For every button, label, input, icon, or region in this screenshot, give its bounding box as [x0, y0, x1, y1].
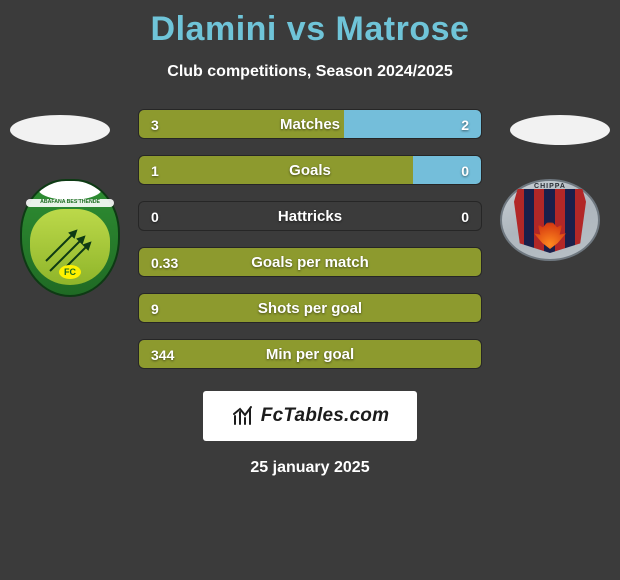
stat-label: Matches — [139, 110, 481, 138]
club-badge-left: ABAFANA BES'THENDE FC — [20, 179, 120, 297]
fctables-logo-icon — [231, 404, 255, 428]
stats-container: 32Matches 10Goals 00Hattricks 0.33Goals per… — [138, 109, 482, 369]
stat-label: Goals per match — [139, 248, 481, 276]
stat-row: 32Matches — [138, 109, 482, 139]
player-photo-right-placeholder — [510, 115, 610, 145]
stat-label: Hattricks — [139, 202, 481, 230]
player-photo-left-placeholder — [10, 115, 110, 145]
stat-row: 0.33Goals per match — [138, 247, 482, 277]
badge-left-ribbon: ABAFANA BES'THENDE — [26, 199, 114, 207]
date-label: 25 january 2025 — [0, 459, 620, 477]
stat-label: Shots per goal — [139, 294, 481, 322]
subtitle: Club competitions, Season 2024/2025 — [0, 63, 620, 81]
badge-left-inner: FC — [30, 209, 110, 285]
stat-row: 344Min per goal — [138, 339, 482, 369]
stat-row: 00Hattricks — [138, 201, 482, 231]
watermark: FcTables.com — [203, 391, 417, 441]
stat-label: Goals — [139, 156, 481, 184]
badge-right-arc: CHIPPA — [502, 183, 598, 190]
page-title: Dlamini vs Matrose — [0, 0, 620, 49]
club-badge-right: CHIPPA — [500, 179, 600, 261]
watermark-text: FcTables.com — [261, 405, 389, 427]
stat-row: 10Goals — [138, 155, 482, 185]
content-area: ABAFANA BES'THENDE FC CHIPPA 32Matches 10… — [0, 109, 620, 477]
stat-row: 9Shots per goal — [138, 293, 482, 323]
badge-left-fc: FC — [59, 265, 81, 279]
stat-label: Min per goal — [139, 340, 481, 368]
